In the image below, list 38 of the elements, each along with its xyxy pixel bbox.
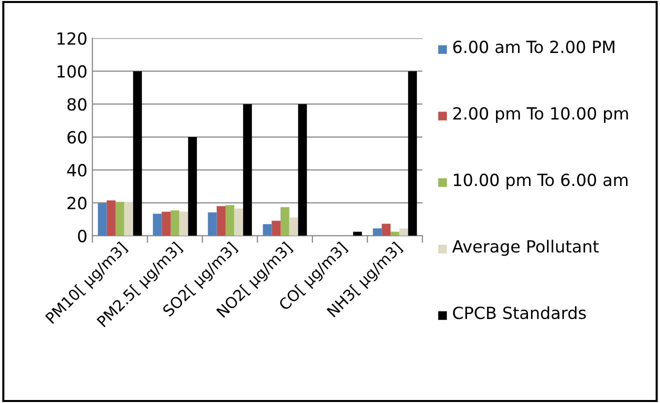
bar [179,212,188,236]
bar [353,232,362,236]
bar [289,217,298,236]
bar [106,200,116,236]
legend-label: Average Pollutant [452,240,599,256]
bar [124,202,134,236]
y-tick-label: 40 [67,164,86,176]
legend-label: CPCB Standards [453,306,586,320]
bar [382,224,390,236]
bar [208,212,217,236]
bar [234,208,244,236]
bar [280,207,290,236]
y-tick-label: 80 [67,98,86,111]
bar [262,224,272,236]
legend-label: 10.00 pm To 6.00 am [454,174,628,190]
y-tick-label: 120 [58,32,86,45]
bar [372,228,382,236]
bar [272,220,280,236]
y-tick-label: 60 [67,130,86,144]
y-tick-label: 0 [78,230,86,242]
bar [98,203,107,236]
bar [390,232,400,236]
bar [162,212,170,236]
bar [116,202,124,236]
bar [408,71,417,236]
bar [216,206,226,236]
legend-label: 6.00 am To 2.00 PM [453,40,614,54]
bar [170,210,180,236]
bar [133,71,142,236]
bar [226,205,234,236]
y-tick-label: 100 [58,65,86,78]
bar [188,137,197,236]
legend-label: 2.00 pm To 10.00 pm [453,107,628,123]
bar [298,104,307,236]
bar [243,104,252,236]
y-tick-label: 20 [68,196,86,210]
bar [152,214,162,236]
bar [399,228,408,236]
